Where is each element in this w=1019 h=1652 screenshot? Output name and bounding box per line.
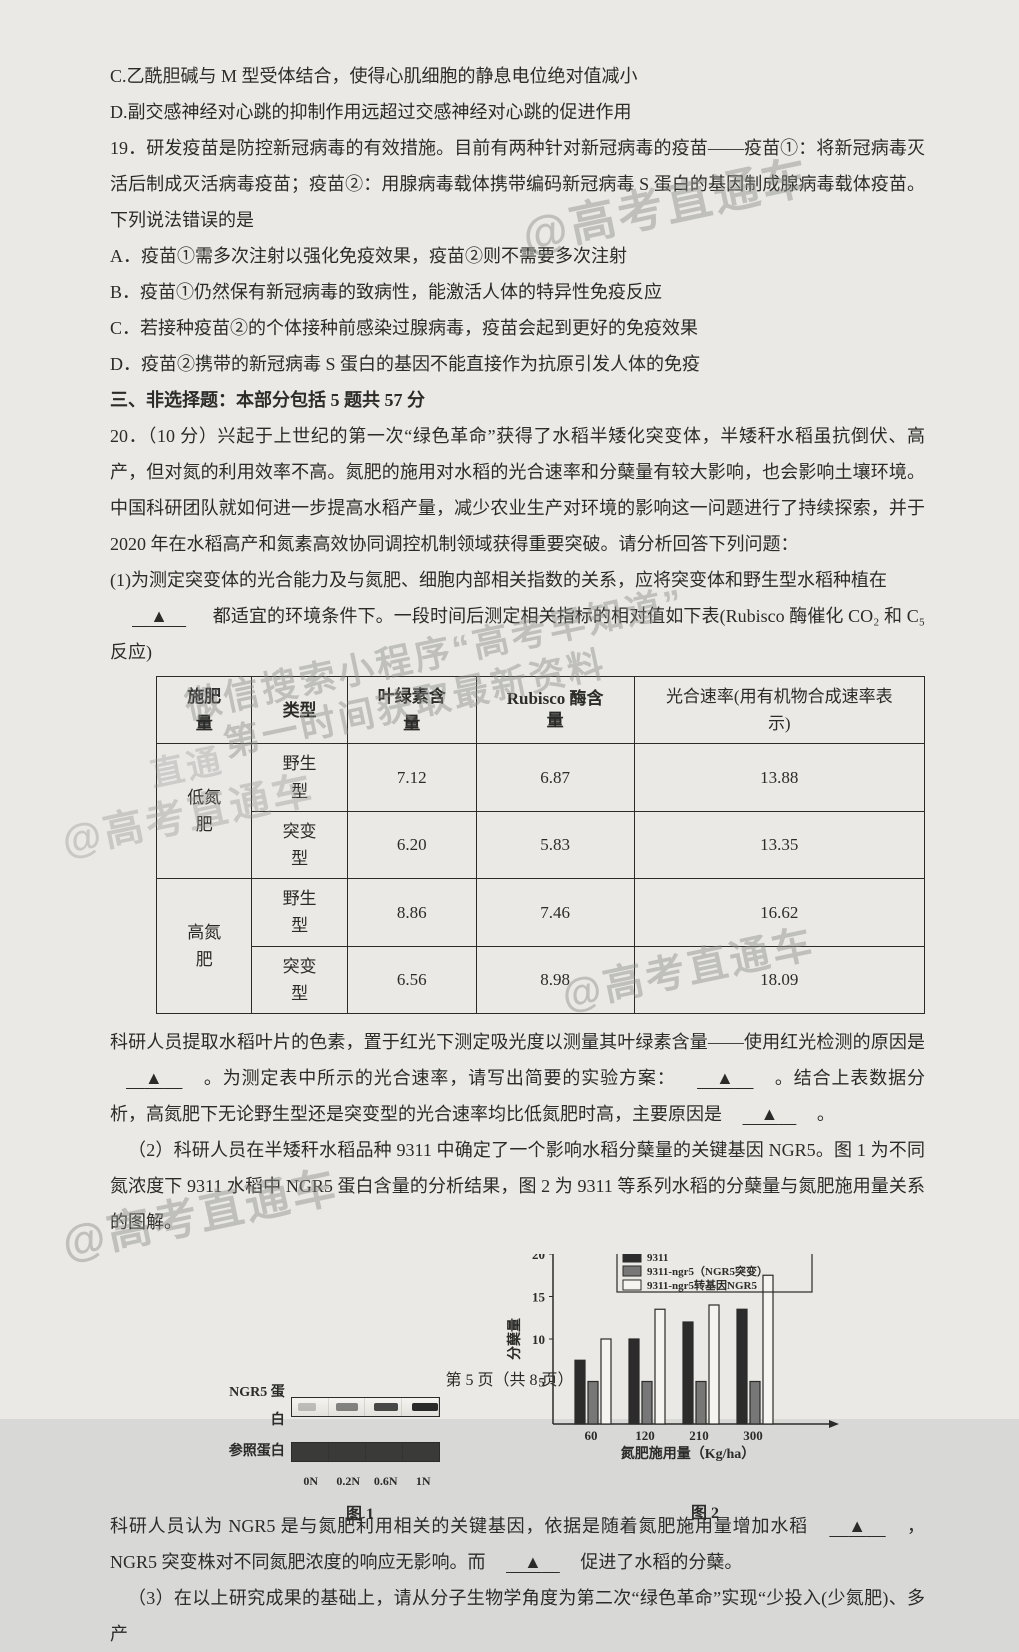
td: 8.98 [476,946,634,1013]
q19-option-a: A．疫苗①需多次注射以强化免疫效果，疫苗②则不需要多次注射 [110,238,925,274]
fig1-ref-strip [291,1442,440,1462]
td: 突变型 [252,946,347,1013]
th-0: 施肥量 [157,677,252,744]
table-row: 高氮肥 野生型 8.86 7.46 16.62 [157,879,925,946]
q20-p2: 科研人员提取水稻叶片的色素，置于红光下测定吸光度以测量其叶绿素含量——使用红光检… [110,1024,925,1132]
fig1-x2: 0.6N [367,1469,405,1493]
fig1-row2-label: 参照蛋白 [220,1438,285,1466]
data-table: 施肥量 类型 叶绿素含量 Rubisco 酶含量 光合速率(用有机物合成速率表示… [156,676,925,1014]
q19-option-c: C．若接种疫苗②的个体接种前感染过腺病毒，疫苗会起到更好的免疫效果 [110,310,925,346]
td: 13.88 [634,744,924,811]
q20-p4-c: 促进了水稻的分蘖。 [580,1552,742,1572]
q20-p3: （2）科研人员在半矮秆水稻品种 9311 中确定了一个影响水稻分蘖量的关键基因 … [110,1132,925,1240]
svg-text:10: 10 [532,1332,545,1347]
td-group-high: 高氮肥 [157,879,252,1014]
q20-p1-a: (1)为测定突变体的光合能力及与氮肥、细胞内部相关指数的关系，应将突变体和野生型… [110,570,887,590]
th-3: Rubisco 酶含量 [476,677,634,744]
q20-p1: (1)为测定突变体的光合能力及与氮肥、细胞内部相关指数的关系，应将突变体和野生型… [110,562,925,670]
svg-text:氮肥施用量（Kg/ha）: 氮肥施用量（Kg/ha） [620,1445,756,1462]
q20-p2-d: 。 [817,1104,835,1124]
svg-text:210: 210 [689,1428,709,1443]
td: 6.20 [347,811,476,878]
fig1-x1: 0.2N [330,1469,368,1493]
td: 7.12 [347,744,476,811]
q20-p2-a: 科研人员提取水稻叶片的色素，置于红光下测定吸光度以测量其叶绿素含量——使用红光检… [110,1032,925,1052]
svg-text:120: 120 [635,1428,655,1443]
td: 16.62 [634,879,924,946]
exam-page: @高考直通车 微信搜索小程序“高考早知道” 第一时间获取最新资料 @高考直通车 … [0,0,1019,1419]
blank-1: ▲ [150,606,168,626]
fig1-ngr5-strip [291,1397,440,1417]
table-row: 低氮肥 野生型 7.12 6.87 13.88 [157,744,925,811]
td: 8.86 [347,879,476,946]
fig1-x3: 1N [405,1469,443,1493]
q20-p2-b: 。为测定表中所示的光合速率，请写出简要的实验方案： [204,1068,676,1088]
th-4: 光合速率(用有机物合成速率表示) [634,677,924,744]
td: 突变型 [252,811,347,878]
fig2-caption: 图 2 [545,1498,865,1530]
figure-1: NGR5 蛋白 参照蛋白 0N 0.2N 0.6N 1N 图 1 [220,1376,440,1531]
svg-text:60: 60 [585,1428,598,1443]
table-head-row: 施肥量 类型 叶绿素含量 Rubisco 酶含量 光合速率(用有机物合成速率表示… [157,677,925,744]
fig1-xlabels: 0N 0.2N 0.6N 1N [292,1469,442,1493]
td: 18.09 [634,946,924,1013]
svg-text:20: 20 [532,1254,545,1262]
fig1-x0: 0N [292,1469,330,1493]
td-group-low: 低氮肥 [157,744,252,879]
td: 6.56 [347,946,476,1013]
blank-6: ▲ [524,1552,542,1572]
blank-2: ▲ [145,1068,164,1088]
th-2: 叶绿素含量 [347,677,476,744]
svg-text:分蘖量: 分蘖量 [506,1318,523,1360]
td: 6.87 [476,744,634,811]
blank-3: ▲ [716,1068,735,1088]
q18-option-d: D.副交感神经对心跳的抑制作用远超过交感神经对心跳的促进作用 [110,94,925,130]
q20-stem: 20．（10 分）兴起于上世纪的第一次“绿色革命”获得了水稻半矮化突变体，半矮秆… [110,418,925,562]
td: 13.35 [634,811,924,878]
td: 7.46 [476,879,634,946]
q20-p5: （3）在以上研究成果的基础上，请从分子生物学角度为第二次“绿色革命”实现“少投入… [110,1580,925,1652]
td: 野生型 [252,879,347,946]
td: 5.83 [476,811,634,878]
q19-stem: 19．研发疫苗是防控新冠病毒的有效措施。目前有两种针对新冠病毒的疫苗——疫苗①：… [110,130,925,238]
table-row: 突变型 6.20 5.83 13.35 [157,811,925,878]
page-footer: 第 5 页（共 8 页） [0,1365,1019,1397]
table-row: 突变型 6.56 8.98 18.09 [157,946,925,1013]
th-1: 类型 [252,677,347,744]
q20-p1-b: 都适宜的环境条件下。一段时间后测定相关指标的相对值如下表(Rubisco 酶催化… [110,606,925,662]
fig1-caption: 图 1 [280,1499,440,1531]
td: 野生型 [252,744,347,811]
q19-option-b: B．疫苗①仍然保有新冠病毒的致病性，能激活人体的特异性免疫反应 [110,274,925,310]
svg-text:300: 300 [743,1428,763,1443]
section-3-header: 三、非选择题：本部分包括 5 题共 57 分 [110,382,925,418]
svg-text:15: 15 [532,1289,546,1304]
q18-option-c: C.乙酰胆碱与 M 型受体结合，使得心肌细胞的静息电位绝对值减小 [110,58,925,94]
svg-text:9311-ngr5（NGR5突变）: 9311-ngr5（NGR5突变） [647,1264,768,1278]
blank-4: ▲ [761,1104,779,1124]
q19-option-d: D．疫苗②携带的新冠病毒 S 蛋白的基因不能直接作为抗原引发人体的免疫 [110,346,925,382]
svg-text:9311: 9311 [647,1254,668,1264]
svg-text:9311-ngr5转基因NGR5: 9311-ngr5转基因NGR5 [647,1278,757,1292]
